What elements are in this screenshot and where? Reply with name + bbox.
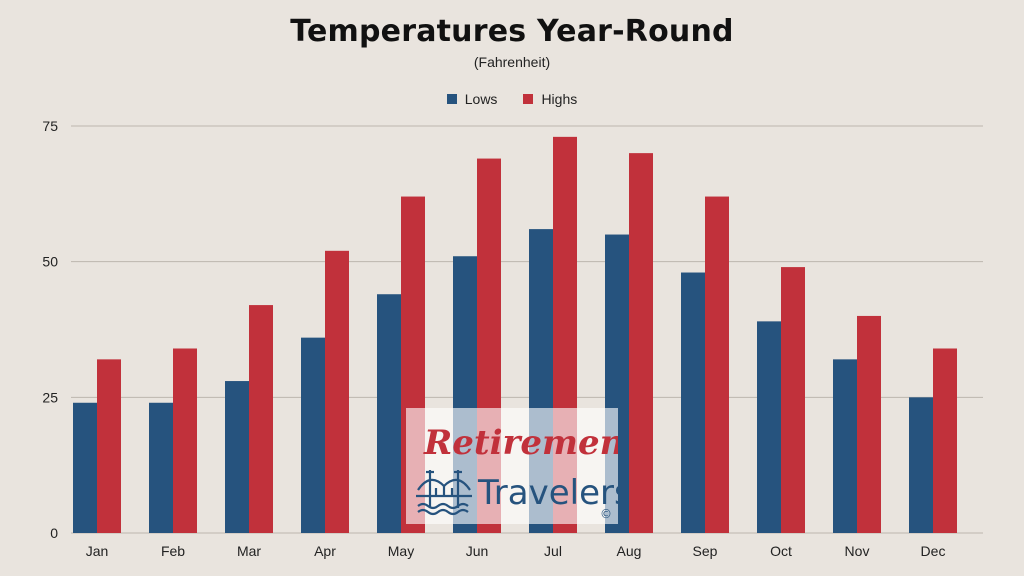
x-tick-label-mar: Mar (237, 543, 261, 559)
bar-lows-nov (833, 359, 857, 533)
bar-highs-mar (249, 305, 273, 533)
bar-lows-jan (73, 402, 97, 533)
y-tick-label: 50 (42, 254, 58, 270)
bar-highs-feb (173, 348, 197, 533)
legend-entry-lows: Lows (446, 91, 498, 107)
bar-lows-may (377, 294, 401, 533)
axis-labels: 0 25 50 75 Jan Feb Mar Apr May Jun Jul Aug Sep Oct Nov… (42, 118, 945, 559)
gridlines (71, 125, 983, 534)
legend-swatch-lows (446, 94, 457, 104)
bar-lows-oct (757, 321, 781, 533)
y-tick-label: 75 (42, 118, 58, 134)
chart-title: Temperatures Year-Round (290, 14, 734, 49)
x-tick-label-may: May (388, 543, 414, 559)
legend-label-lows: Lows (464, 91, 498, 107)
x-tick-label-oct: Oct (770, 543, 792, 559)
watermark-logo: Retirement Travelers © (406, 408, 640, 524)
bar-lows-dec (909, 397, 933, 533)
x-tick-label-jun: Jun (466, 543, 489, 559)
watermark-copyright: © (600, 507, 612, 521)
chart-subtitle: (Fahrenheit) (473, 54, 551, 70)
x-tick-label-sep: Sep (693, 543, 718, 559)
x-tick-label-feb: Feb (161, 543, 185, 559)
bar-highs-dec (933, 348, 957, 533)
y-tick-label: 0 (50, 525, 58, 541)
legend-swatch-highs (523, 94, 534, 104)
bridge-icon (416, 470, 472, 516)
watermark-line2: Travelers (477, 473, 618, 513)
bar-highs-apr (325, 250, 349, 533)
watermark-line1: Retirement (423, 423, 618, 463)
x-tick-label-jan: Jan (86, 543, 109, 559)
x-tick-label-nov: Nov (845, 543, 870, 559)
x-tick-label-dec: Dec (921, 543, 946, 559)
legend-entry-highs: Highs (523, 91, 577, 107)
bar-lows-apr (301, 337, 325, 533)
x-tick-label-apr: Apr (314, 543, 336, 559)
legend: Lows Highs (0, 91, 1024, 107)
bar-highs-sep (705, 196, 729, 533)
bar-highs-nov (857, 315, 881, 533)
x-tick-label-jul: Jul (544, 543, 562, 559)
x-tick-label-aug: Aug (617, 543, 642, 559)
y-tick-label: 25 (42, 389, 58, 405)
watermark-svg: Retirement Travelers © (416, 423, 640, 521)
legend-label-highs: Highs (541, 91, 578, 107)
bar-lows-feb (149, 402, 173, 533)
bar-lows-sep (681, 272, 705, 533)
bar-highs-aug (629, 153, 653, 533)
bar-highs-jan (97, 359, 121, 533)
bar-highs-oct (781, 267, 805, 533)
bar-lows-mar (225, 381, 249, 533)
